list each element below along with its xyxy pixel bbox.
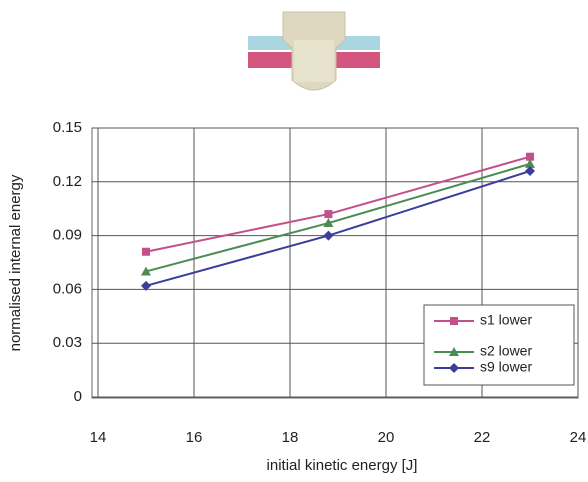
- x-tick-label: 18: [282, 429, 299, 446]
- x-axis-label: initial kinetic energy [J]: [267, 457, 418, 474]
- x-tick-label: 20: [378, 429, 395, 446]
- y-tick-label: 0.15: [53, 119, 82, 136]
- series-line: [146, 171, 530, 286]
- series-line: [146, 157, 530, 252]
- rivet-illustration: [248, 12, 380, 90]
- x-tick-label: 24: [570, 429, 587, 446]
- y-tick-label: 0.12: [53, 173, 82, 190]
- x-tick-label: 14: [90, 429, 107, 446]
- legend-label: s9 lower: [480, 359, 532, 375]
- y-tick-label: 0: [74, 388, 82, 405]
- y-axis-label: normalised internal energy: [7, 174, 24, 351]
- y-tick-label: 0.03: [53, 334, 82, 351]
- series-line: [146, 164, 530, 272]
- legend-label: s2 lower: [480, 343, 532, 359]
- y-tick-label: 0.09: [53, 227, 82, 244]
- marker: [323, 231, 333, 241]
- legend-label: s1 lower: [480, 312, 532, 328]
- marker: [450, 317, 458, 325]
- marker: [324, 210, 332, 218]
- y-tick-label: 0.06: [53, 280, 82, 297]
- x-tick-label: 22: [474, 429, 491, 446]
- x-tick-label: 16: [186, 429, 203, 446]
- chart: initial kinetic energy [J] normalised in…: [0, 0, 588, 482]
- marker: [142, 248, 150, 256]
